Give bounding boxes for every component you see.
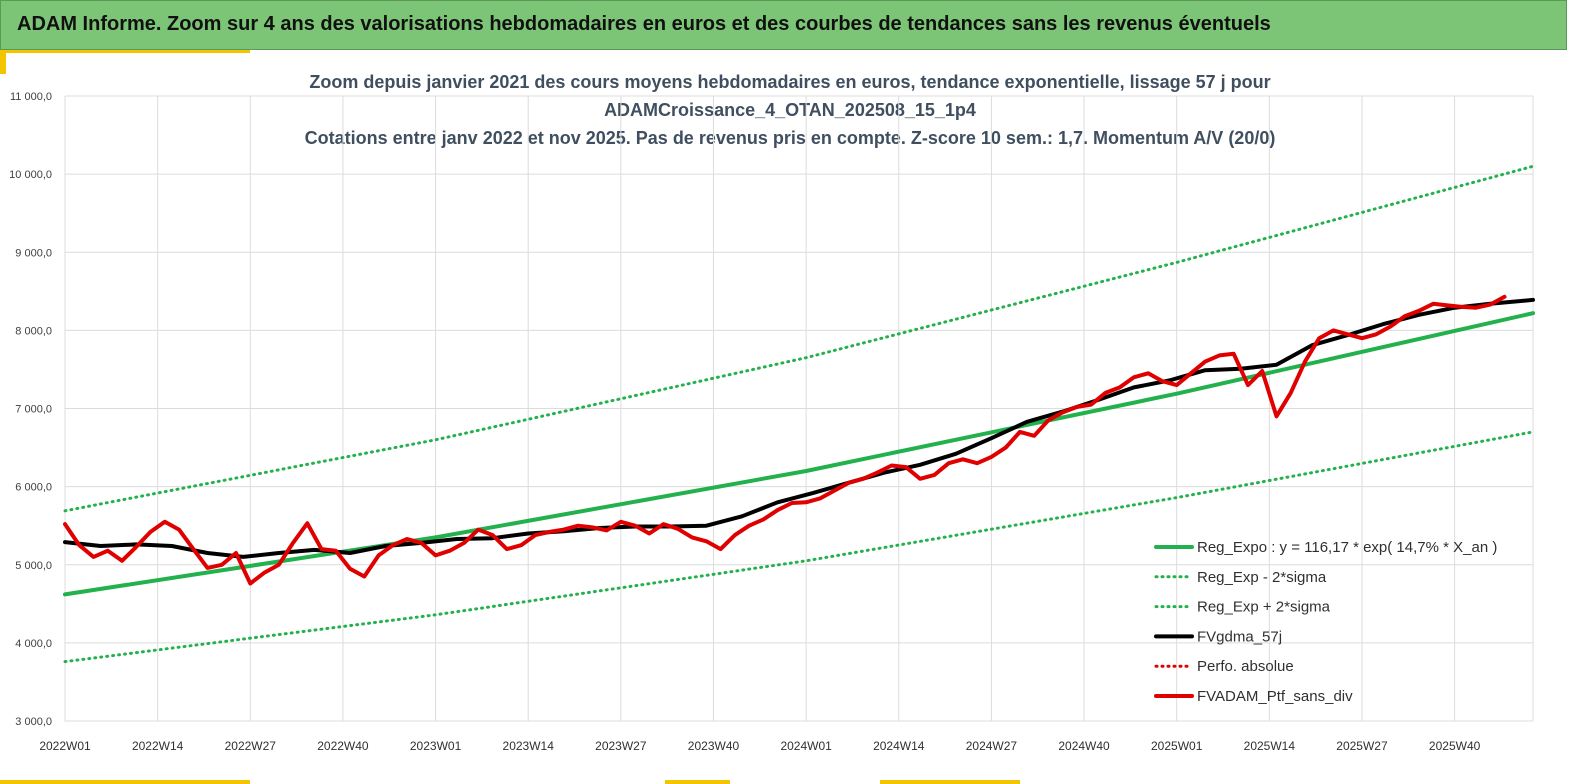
chart-legend: Reg_Expo : y = 116,17 * exp( 14,7% * X_a… — [1154, 539, 1497, 705]
legend-label: Perfo. absolue — [1197, 658, 1294, 675]
x-tick-label: 2022W27 — [225, 739, 277, 753]
y-tick-label: 7 000,0 — [15, 404, 52, 416]
series-line-fvadam_ptf_sans_div — [63, 294, 1507, 586]
y-tick-label: 4 000,0 — [15, 638, 52, 650]
header-banner: ADAM Informe. Zoom sur 4 ans des valoris… — [0, 0, 1567, 50]
y-tick-label: 3 000,0 — [15, 716, 52, 728]
legend-label: Reg_Exp - 2*sigma — [1197, 569, 1327, 586]
x-tick-label: 2022W14 — [132, 739, 184, 753]
y-tick-label: 9 000,0 — [15, 247, 52, 259]
chart-title: Zoom depuis janvier 2021 des cours moyen… — [305, 72, 1276, 148]
y-tick-label: 11 000,0 — [10, 91, 52, 103]
y-tick-label: 10 000,0 — [9, 169, 52, 181]
x-tick-label: 2024W01 — [780, 739, 832, 753]
chart-title-line: Cotations entre janv 2022 et nov 2025. P… — [305, 128, 1276, 148]
series-line-reg_expo — [63, 311, 1535, 597]
y-tick-label: 8 000,0 — [15, 325, 52, 337]
line-chart: Zoom depuis janvier 2021 des cours moyen… — [9, 72, 1535, 753]
series-line-fvgdma_57j — [63, 297, 1535, 559]
y-tick-label: 6 000,0 — [15, 482, 52, 494]
y-tick-label: 5 000,0 — [15, 560, 52, 572]
x-tick-label: 2023W14 — [503, 739, 555, 753]
x-tick-label: 2025W40 — [1429, 739, 1481, 753]
x-tick-label: 2025W01 — [1151, 739, 1203, 753]
legend-label: FVgdma_57j — [1197, 628, 1282, 645]
x-axis-ticks: 2022W01 2022W14 2022W27 2022W40 2023W01 2023W… — [39, 739, 1480, 753]
x-tick-label: 2025W27 — [1336, 739, 1388, 753]
accent-bar-left — [0, 50, 6, 74]
x-tick-label: 2023W40 — [688, 739, 740, 753]
legend-label: Reg_Expo : y = 116,17 * exp( 14,7% * X_a… — [1197, 539, 1497, 556]
legend-label: FVADAM_Ptf_sans_div — [1197, 688, 1353, 705]
x-tick-label: 2025W14 — [1244, 739, 1296, 753]
x-tick-label: 2024W40 — [1058, 739, 1110, 753]
accent-bar-top — [0, 50, 250, 53]
banner-title: ADAM Informe. Zoom sur 4 ans des valoris… — [17, 13, 1271, 35]
x-tick-label: 2022W01 — [39, 739, 91, 753]
chart-title-line: Zoom depuis janvier 2021 des cours moyen… — [309, 72, 1270, 92]
bottom-accent-2 — [665, 780, 730, 784]
chart-series — [63, 164, 1535, 664]
x-tick-label: 2022W40 — [317, 739, 369, 753]
chart-title-line: ADAMCroissance_4_OTAN_202508_15_1p4 — [604, 100, 976, 120]
x-tick-label: 2023W01 — [410, 739, 462, 753]
bottom-accent-1 — [0, 780, 250, 784]
x-tick-label: 2024W14 — [873, 739, 925, 753]
legend-label: Reg_Exp + 2*sigma — [1197, 599, 1331, 616]
x-tick-label: 2024W27 — [966, 739, 1018, 753]
bottom-accent-3 — [880, 780, 1020, 784]
y-axis-ticks: 3 000,0 4 000,0 5 000,0 6 000,0 7 000,0 8 000… — [9, 91, 52, 728]
series-line-reg_exp — [63, 164, 1535, 513]
chart-grid — [64, 95, 1534, 722]
x-tick-label: 2023W27 — [595, 739, 647, 753]
